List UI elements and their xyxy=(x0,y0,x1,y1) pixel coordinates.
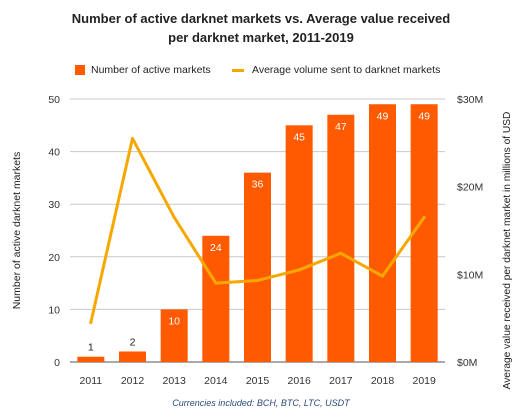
y-right-tick-label: $30M xyxy=(457,94,483,106)
bar xyxy=(410,104,438,362)
x-tick-label: 2013 xyxy=(162,375,186,387)
y-left-tick-label: 20 xyxy=(48,252,60,264)
y-left-tick-label: 50 xyxy=(48,94,60,106)
x-tick-label: 2016 xyxy=(287,375,311,387)
line-point xyxy=(89,321,93,325)
bar-value-label: 45 xyxy=(293,131,305,143)
y-left-axis-title: Number of active darknet markets xyxy=(11,152,23,310)
x-tick-label: 2019 xyxy=(412,375,436,387)
bar xyxy=(244,172,271,362)
bar-value-label: 2 xyxy=(130,336,136,348)
bar-value-label: 24 xyxy=(210,242,222,254)
y-left-tick-label: 0 xyxy=(54,357,60,369)
x-tick-label: 2015 xyxy=(246,375,270,387)
chart-title-line-1: Number of active darknet markets vs. Ave… xyxy=(71,11,451,26)
x-tick-label: 2018 xyxy=(371,375,395,387)
legend-label-volume: Average volume sent to darknet markets xyxy=(252,64,441,76)
bar xyxy=(160,309,188,362)
y-left-tick-label: 10 xyxy=(48,304,60,316)
y-left-tick-label: 30 xyxy=(48,199,60,211)
x-tick-label: 2014 xyxy=(204,375,228,387)
line-point xyxy=(381,274,384,278)
x-tick-label: 2011 xyxy=(80,375,103,387)
line-point xyxy=(256,278,259,282)
bar-value-label: 10 xyxy=(168,315,180,327)
line-point xyxy=(131,136,134,140)
chart-title-line-2: per darknet market, 2011-2019 xyxy=(168,30,354,45)
legend-item-markets: Number of active markets xyxy=(75,64,211,76)
legend: Number of active markets Average volume … xyxy=(0,64,522,80)
legend-swatch-markets xyxy=(75,65,85,75)
y-left-tick-label: 40 xyxy=(48,147,60,159)
legend-label-markets: Number of active markets xyxy=(91,64,211,76)
chart-title: Number of active darknet markets vs. Ave… xyxy=(0,9,522,47)
bar-value-label: 36 xyxy=(252,179,264,191)
y-right-tick-label: $10M xyxy=(457,269,483,281)
legend-swatch-volume xyxy=(232,68,244,72)
x-tick-label: 2012 xyxy=(121,375,145,387)
line-point xyxy=(172,215,176,219)
bar-value-label: 47 xyxy=(335,121,347,133)
bar xyxy=(77,356,105,362)
line-point xyxy=(214,281,218,285)
y-right-tick-label: $0M xyxy=(457,357,477,369)
bar-value-label: 49 xyxy=(418,110,430,122)
legend-item-volume: Average volume sent to darknet markets xyxy=(232,64,440,76)
line-point xyxy=(422,215,426,219)
line-point xyxy=(339,251,343,255)
bar-value-label: 49 xyxy=(377,110,389,122)
bar xyxy=(119,351,146,362)
bar-value-label: 1 xyxy=(88,342,94,354)
bar xyxy=(202,235,230,362)
y-right-tick-label: $20M xyxy=(457,182,483,194)
line-point xyxy=(297,268,301,272)
bar xyxy=(369,104,396,362)
y-right-axis-title: Average value received per darknet marke… xyxy=(502,112,513,390)
bar xyxy=(327,114,355,362)
x-tick-label: 2017 xyxy=(329,375,353,387)
footnote: Currencies included: BCH, BTC, LTC, USDT xyxy=(172,398,350,408)
bar xyxy=(285,125,313,362)
